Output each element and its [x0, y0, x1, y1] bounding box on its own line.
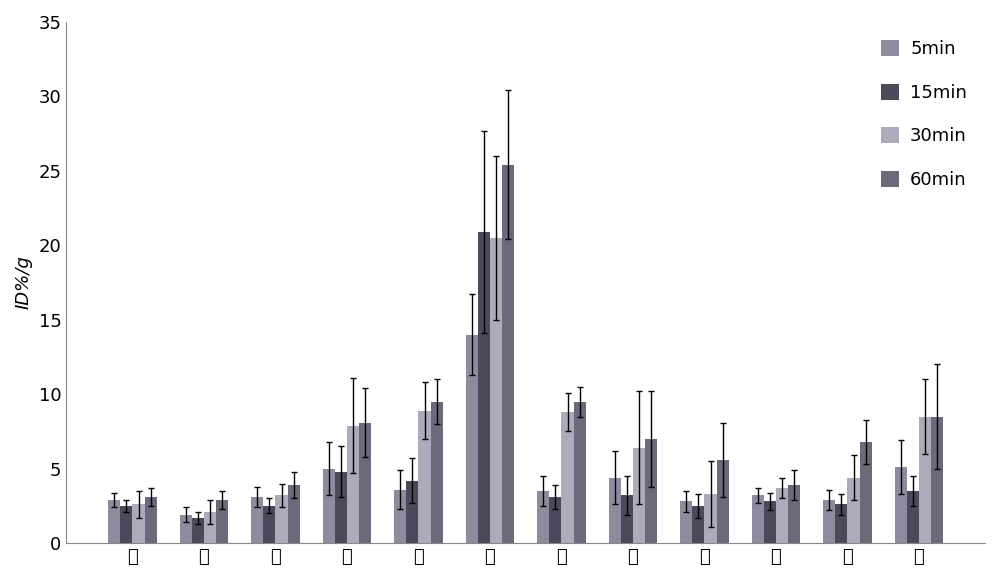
Bar [347, 425, 359, 543]
Bar [752, 496, 764, 543]
Bar [335, 472, 347, 543]
Bar [609, 478, 621, 543]
Bar [216, 500, 228, 543]
Bar [860, 442, 872, 543]
Bar [132, 504, 145, 543]
Bar [776, 488, 788, 543]
Bar [120, 506, 132, 543]
Bar [323, 469, 335, 543]
Bar [466, 335, 478, 543]
Legend: 5min, 15min, 30min, 60min: 5min, 15min, 30min, 60min [872, 31, 976, 198]
Bar [288, 485, 300, 543]
Bar [275, 496, 288, 543]
Bar [895, 467, 907, 543]
Bar [537, 491, 549, 543]
Bar [931, 417, 943, 543]
Bar [919, 417, 931, 543]
Bar [704, 494, 717, 543]
Bar [431, 401, 443, 543]
Bar [251, 497, 263, 543]
Bar [847, 478, 860, 543]
Bar [680, 501, 692, 543]
Bar [549, 497, 561, 543]
Bar [490, 238, 502, 543]
Bar [418, 411, 431, 543]
Bar [823, 500, 835, 543]
Bar [645, 439, 657, 543]
Bar [478, 232, 490, 543]
Bar [108, 500, 120, 543]
Bar [621, 496, 633, 543]
Bar [835, 504, 847, 543]
Bar [263, 506, 275, 543]
Bar [764, 501, 776, 543]
Bar [717, 460, 729, 543]
Y-axis label: ID%/g: ID%/g [15, 256, 33, 310]
Bar [692, 506, 704, 543]
Bar [574, 401, 586, 543]
Bar [788, 485, 800, 543]
Bar [192, 518, 204, 543]
Bar [561, 412, 574, 543]
Bar [204, 512, 216, 543]
Bar [502, 165, 514, 543]
Bar [406, 480, 418, 543]
Bar [633, 448, 645, 543]
Bar [180, 515, 192, 543]
Bar [359, 422, 371, 543]
Bar [907, 491, 919, 543]
Bar [394, 490, 406, 543]
Bar [145, 497, 157, 543]
